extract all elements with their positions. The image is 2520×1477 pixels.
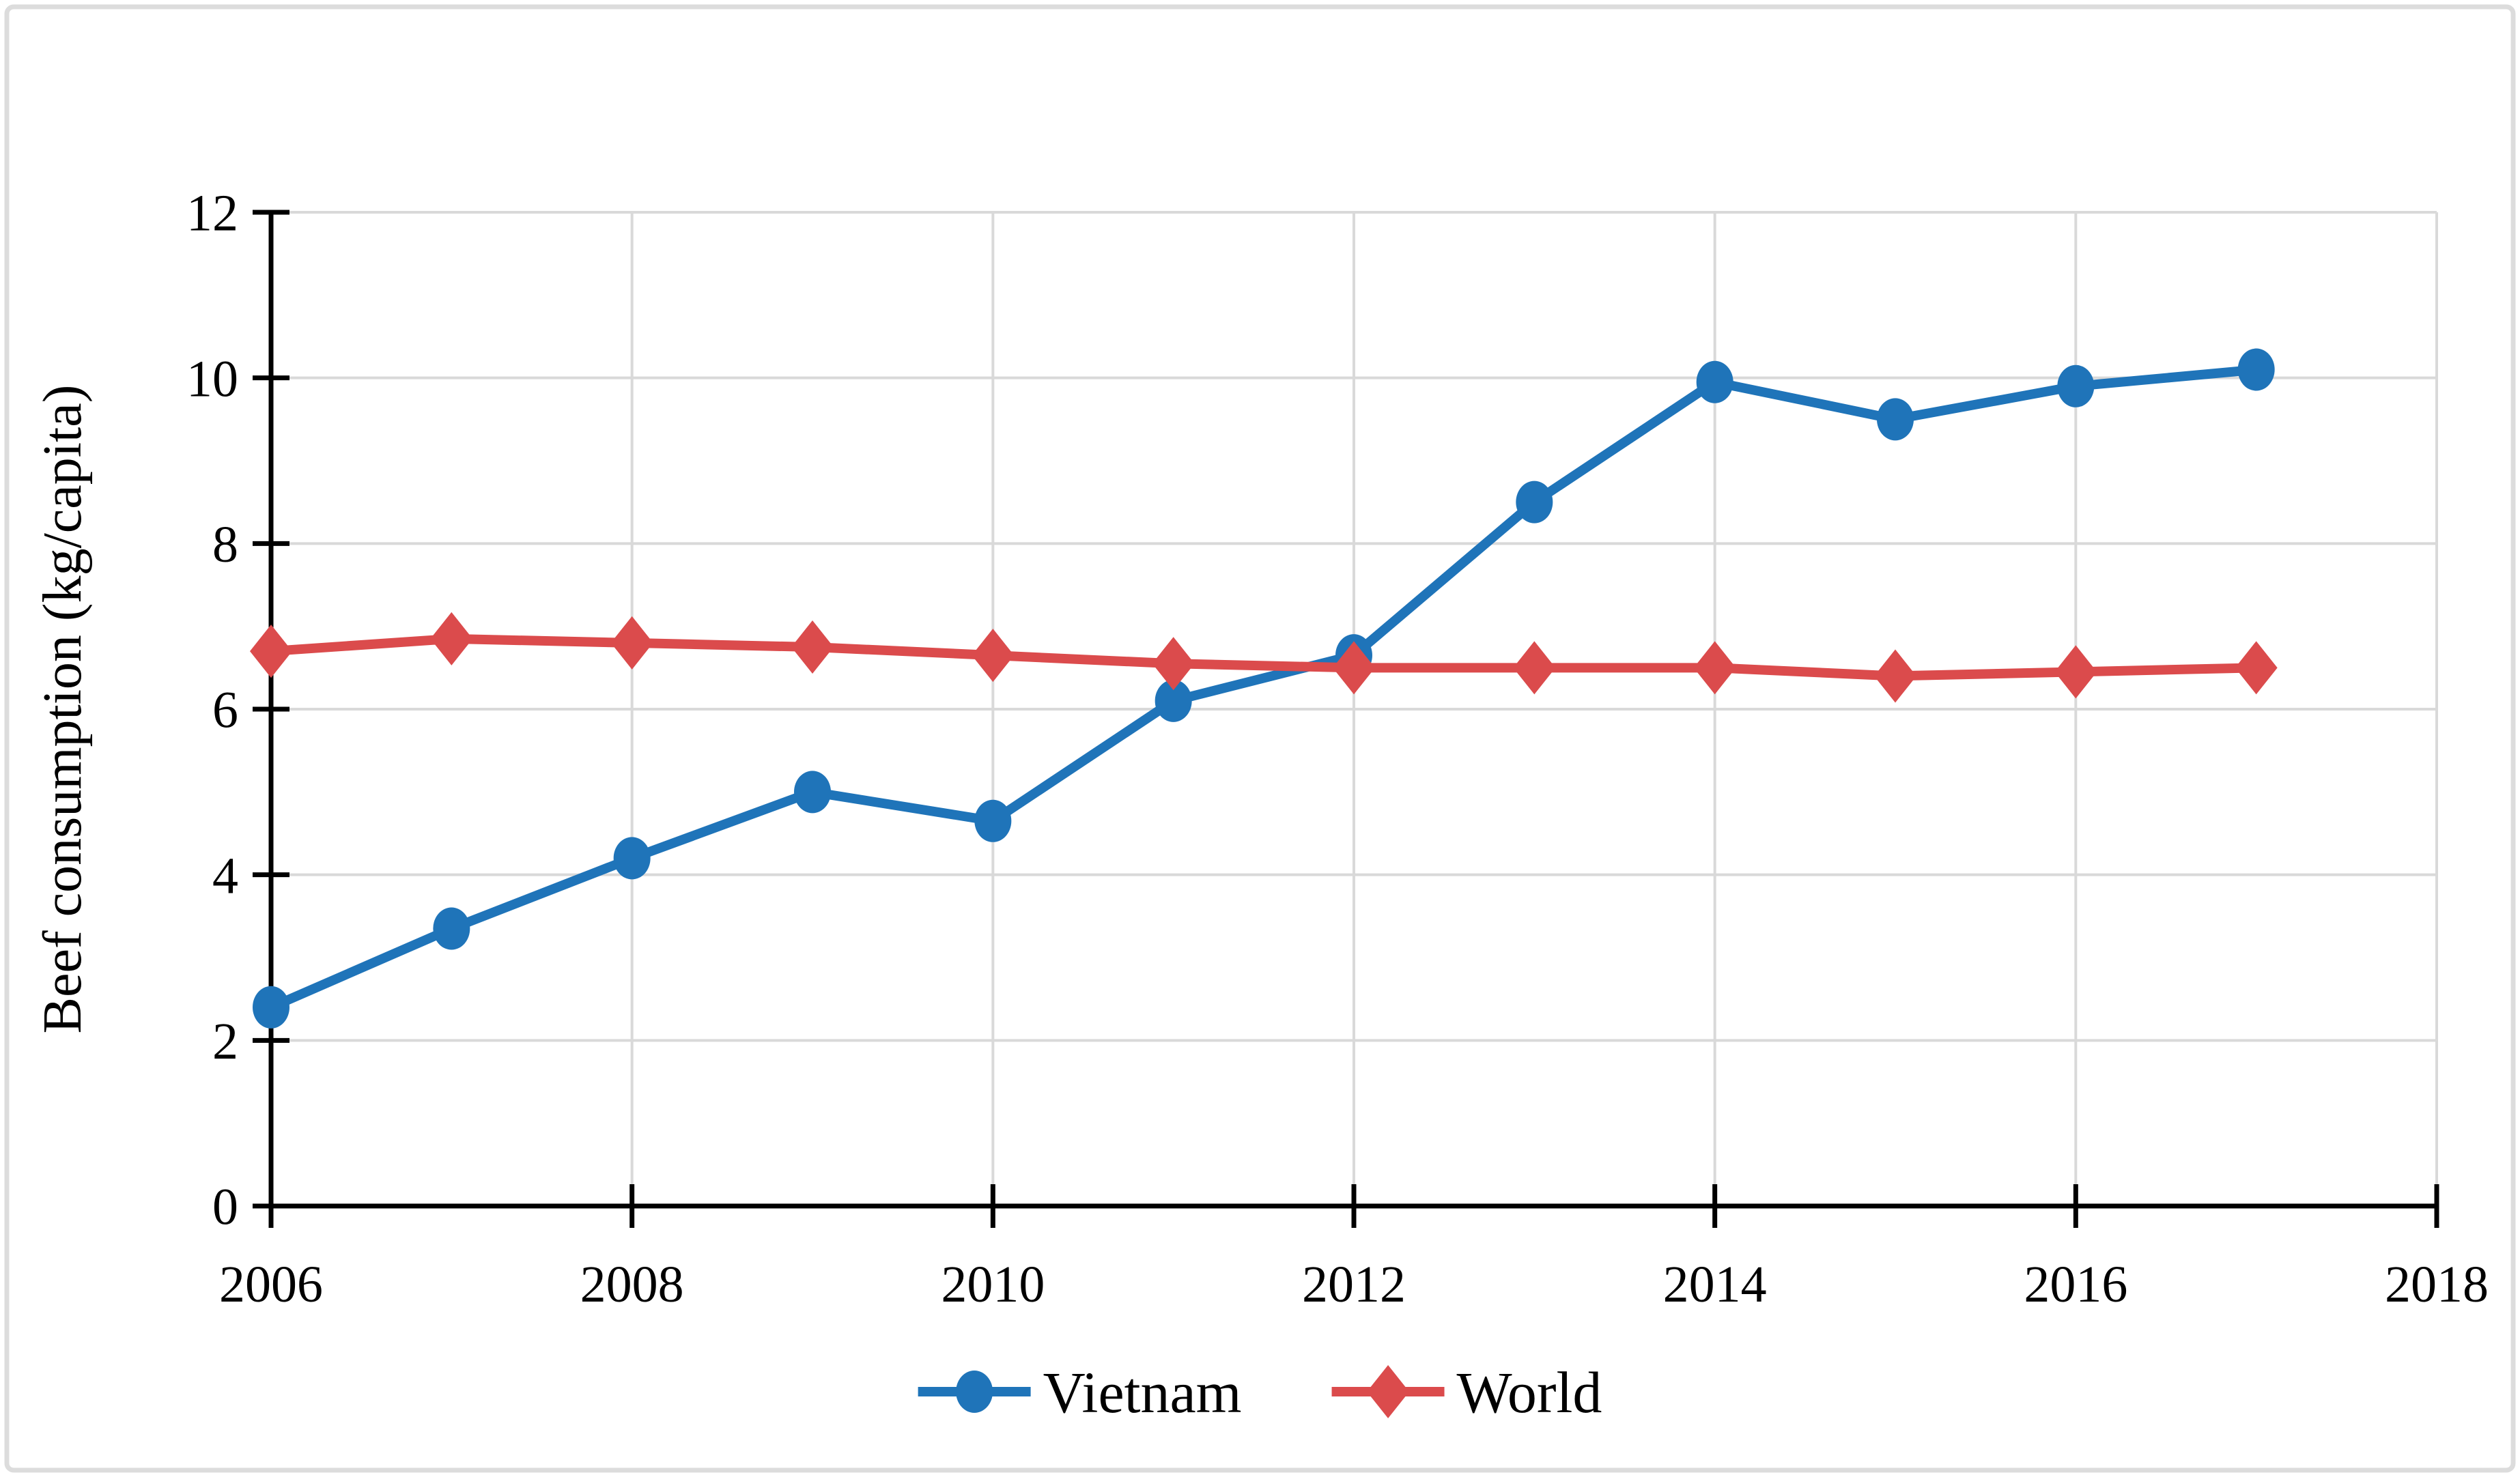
x-tick-label-2006: 2006 (219, 1256, 323, 1313)
data-point-vietnam-2016 (2057, 364, 2095, 407)
y-axis-title: Beef consumption (kg/capita) (33, 385, 93, 1034)
figure-border (4, 4, 2516, 1473)
data-point-vietnam-2007 (433, 907, 470, 950)
data-point-vietnam-2010 (974, 799, 1012, 842)
data-point-vietnam-2006 (253, 986, 289, 1029)
legend-diamond-icon (1367, 1365, 1410, 1418)
x-tick-label-2012: 2012 (1302, 1256, 1406, 1313)
x-tick-label-2008: 2008 (580, 1256, 684, 1313)
legend-circle-icon (956, 1371, 993, 1413)
data-point-world-2017 (2235, 641, 2278, 695)
x-tick-label-2010: 2010 (941, 1256, 1045, 1313)
y-tick-label-8: 8 (212, 516, 238, 573)
data-point-world-2007 (430, 612, 473, 665)
data-point-vietnam-2014 (1696, 360, 1733, 403)
data-point-world-2015 (1874, 649, 1916, 703)
data-series (250, 348, 2278, 1029)
legend-label-world: World (1457, 1360, 1602, 1425)
x-tick-label-2016: 2016 (2024, 1256, 2127, 1313)
y-tick-label-4: 4 (212, 847, 238, 904)
data-point-vietnam-2009 (794, 771, 831, 814)
data-point-vietnam-2011 (1155, 679, 1192, 722)
y-tick-label-2: 2 (212, 1013, 238, 1070)
data-point-vietnam-2017 (2237, 348, 2275, 391)
series-world (250, 612, 2278, 703)
data-point-world-2012 (1333, 641, 1375, 695)
data-point-world-2010 (972, 629, 1015, 683)
data-point-vietnam-2013 (1516, 481, 1553, 524)
legend: Vietnam World (918, 1360, 1602, 1425)
data-point-world-2009 (791, 620, 834, 674)
x-tick-label-2014: 2014 (1663, 1256, 1767, 1313)
data-point-world-2008 (610, 616, 653, 670)
axes (253, 210, 2439, 1228)
data-point-vietnam-2015 (1877, 398, 1914, 441)
data-point-world-2011 (1152, 637, 1195, 691)
y-tick-label-12: 12 (186, 185, 238, 242)
series-line-world (266, 633, 2261, 681)
data-point-world-2014 (1693, 641, 1736, 695)
data-point-world-2016 (2054, 645, 2097, 699)
legend-label-vietnam: Vietnam (1043, 1360, 1242, 1425)
y-tick-label-6: 6 (212, 682, 238, 739)
data-point-vietnam-2008 (613, 837, 651, 880)
legend-item-vietnam: Vietnam (918, 1360, 1242, 1425)
x-tick-label-2018: 2018 (2385, 1256, 2489, 1313)
series-vietnam (253, 348, 2275, 1029)
series-line-vietnam (266, 364, 2261, 1012)
tick-labels: 0 2 4 6 8 10 12 2006 2008 2010 2012 2014 2016 2018 (186, 185, 2489, 1313)
y-tick-label-10: 10 (186, 350, 238, 407)
legend-item-world: World (1331, 1360, 1602, 1425)
y-tick-label-0: 0 (212, 1179, 238, 1236)
data-point-world-2006 (250, 625, 292, 678)
data-point-world-2013 (1513, 641, 1556, 695)
